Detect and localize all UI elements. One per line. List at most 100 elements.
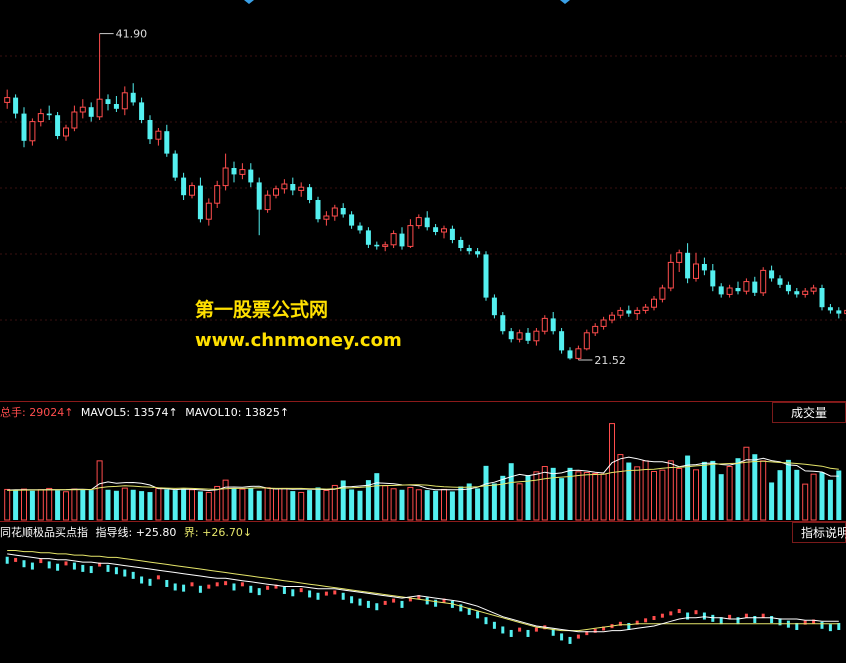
volume-bar-61 <box>516 483 523 521</box>
top-diamond-markers <box>244 0 570 4</box>
volume-bar-52 <box>441 488 447 521</box>
indicator-mark-9 <box>81 564 85 572</box>
volume-bar-49 <box>415 489 422 521</box>
volume-bar-31 <box>264 487 271 521</box>
candle-body-1 <box>13 97 19 114</box>
indicator-mark-12 <box>106 564 110 572</box>
indicator-mark-63 <box>534 627 538 632</box>
indicator-mark-40 <box>341 592 345 600</box>
candle-body-33 <box>281 183 288 190</box>
indicator-mark-8 <box>72 562 76 570</box>
candle-body-6 <box>55 115 61 136</box>
candle-body-21 <box>181 177 187 196</box>
indicator-mark-84 <box>711 614 715 622</box>
candle-body-27 <box>231 168 237 175</box>
candle-body-53 <box>449 228 455 240</box>
indicator-mark-10 <box>89 566 93 574</box>
indicator-mark-59 <box>501 626 505 634</box>
candle-body-4 <box>37 113 44 123</box>
candle-body-28 <box>239 169 246 175</box>
candle-body-60 <box>508 331 514 340</box>
indicator-mark-18 <box>156 575 160 580</box>
volume-bar-90 <box>760 460 767 521</box>
volume-bar-22 <box>189 489 195 521</box>
candle-body-58 <box>491 297 497 316</box>
volume-bar-34 <box>290 491 296 520</box>
indicator-mark-36 <box>308 590 312 598</box>
indicator-mark-88 <box>744 613 748 618</box>
volume-bar-38 <box>323 489 330 521</box>
volume-bar-80 <box>676 468 683 521</box>
volume-bar-77 <box>651 470 657 521</box>
indicator-mark-46 <box>392 598 396 603</box>
indicator-mark-28 <box>240 582 244 587</box>
indicator-mark-80 <box>677 609 681 614</box>
volume-bar-93 <box>785 459 791 520</box>
indicator-mark-42 <box>358 598 362 606</box>
candle-body-29 <box>248 169 254 183</box>
candle-body-67 <box>567 350 573 359</box>
volume-bar-73 <box>617 454 624 521</box>
indicator-mark-94 <box>795 622 799 630</box>
candle-body-97 <box>819 288 825 308</box>
indicator-lines <box>5 550 841 644</box>
indicator-mark-69 <box>585 631 589 636</box>
volume-bar-16 <box>139 491 145 520</box>
candle-body-24 <box>205 202 212 220</box>
candle-body-34 <box>290 184 296 191</box>
volume-bar-48 <box>407 486 414 521</box>
candle-body-88 <box>743 281 750 292</box>
candle-body-20 <box>172 153 178 178</box>
indicator-mark-75 <box>635 620 639 625</box>
candle-body-84 <box>710 270 716 287</box>
candle-body-92 <box>777 278 783 285</box>
candle-body-18 <box>155 130 162 140</box>
candle-body-49 <box>415 217 422 227</box>
volume-bar-41 <box>349 489 355 520</box>
volume-panel-button[interactable]: 成交量 <box>772 402 846 423</box>
candle-body-64 <box>541 317 548 332</box>
candle-body-38 <box>323 215 330 220</box>
volume-bar-13 <box>113 490 119 520</box>
candle-body-54 <box>458 240 464 248</box>
volume-bar-71 <box>600 473 607 521</box>
candle-body-14 <box>121 92 128 110</box>
volume-bar-40 <box>340 480 346 520</box>
volume-bar-3 <box>29 490 35 520</box>
candle-body-13 <box>113 104 119 109</box>
indicator-help-button[interactable]: 指标说明 <box>792 522 846 543</box>
candle-body-99 <box>836 310 842 314</box>
candle-body-95 <box>802 290 809 295</box>
indicator-mark-17 <box>148 578 152 586</box>
volume-bar-53 <box>449 491 455 520</box>
volume-legend-mavol5: MAVOL5: 13574↑ <box>80 406 178 419</box>
candle-body-22 <box>189 185 195 196</box>
volume-bar-42 <box>357 490 363 520</box>
indicator-mark-38 <box>324 591 328 596</box>
indicator-mark-41 <box>350 596 354 604</box>
indicator-mark-76 <box>644 618 648 623</box>
volume-bar-47 <box>399 489 405 520</box>
candle-body-17 <box>147 120 153 140</box>
volume-bars <box>4 423 842 521</box>
volume-bar-25 <box>214 485 221 521</box>
watermark-url: www.chnmoney.com <box>195 330 402 351</box>
candle-body-82 <box>693 263 699 279</box>
indicator-mark-4 <box>39 559 43 564</box>
volume-bar-88 <box>743 446 750 521</box>
candle-body-78 <box>659 287 666 300</box>
volume-bar-65 <box>550 467 556 520</box>
volume-bar-69 <box>583 471 590 521</box>
watermark-title: 第一股票公式网 <box>195 299 329 321</box>
indicator-legend-guide: 指导线: +25.80 <box>95 526 177 539</box>
volume-bar-54 <box>458 486 464 520</box>
volume-bar-21 <box>181 488 187 520</box>
candle-body-15 <box>130 92 136 103</box>
volume-bar-37 <box>315 487 321 520</box>
indicator-mark-99 <box>837 622 841 630</box>
indicator-mark-43 <box>366 600 370 608</box>
indicator-guide-line <box>7 553 839 633</box>
volume-bar-82 <box>693 469 699 521</box>
indicator-mark-54 <box>459 604 463 612</box>
volume-bar-57 <box>483 465 489 520</box>
